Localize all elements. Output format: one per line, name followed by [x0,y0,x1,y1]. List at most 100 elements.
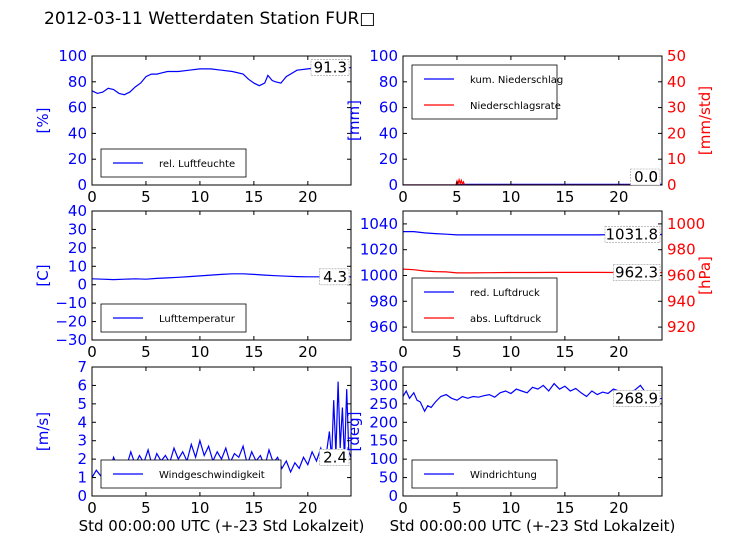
y2-tick-label-pressure-960: 960 [667,267,696,285]
y-tick-label-temperature-30: 30 [68,220,87,238]
subplot-temperature [91,210,352,341]
y-tick-label-wind_direction-300: 300 [369,376,398,394]
y-tick-label-temperature-20: 20 [68,239,87,257]
value-label-precipitation: 0.0 [634,168,658,186]
legend-box-pressure [411,277,558,333]
axes-frame-wind_speed [91,366,352,497]
x-tick-label-humidity-0: 0 [87,188,97,206]
y2-tick-label-pressure-920: 920 [667,318,696,336]
y-tick-label-wind_direction-200: 200 [369,413,398,431]
value-label-pressure: 1031.8 [606,225,659,243]
y-tick-label-temperature--30: −30 [55,331,87,349]
y-tick-label-precipitation-40: 40 [379,124,398,142]
x-tick-label-wind_direction-10: 10 [501,499,520,517]
ylabel-precipitation: [mm] [345,100,363,141]
y2label-pressure: [hPa] [696,256,714,295]
x-tick-label-temperature-15: 15 [244,343,263,361]
value-label-precipitation-box [630,168,661,186]
y2-tick-label-precipitation-20: 20 [667,124,686,142]
x-tick-label-humidity-15: 15 [244,188,263,206]
value-label-wind_direction: 268.9 [615,389,658,407]
x-tick-label-pressure-5: 5 [452,343,462,361]
y-tick-label-humidity-0: 0 [77,176,87,194]
y2-tick-label-precipitation-30: 30 [667,99,686,117]
y-tick-label-pressure-960: 960 [369,318,398,336]
x-tick-label-wind_speed-20: 20 [298,499,317,517]
x-tick-label-wind_direction-5: 5 [452,499,462,517]
value-label-2-pressure-box [613,264,661,281]
subplot-wind_direction [402,366,663,497]
axes-frame-wind_direction [402,366,663,497]
y-tick-label-wind_direction-50: 50 [379,469,398,487]
value-label-wind_direction-box [613,390,661,407]
subplot-wind_speed [91,366,352,497]
value-label-pressure-box [604,226,661,243]
legend-box-precipitation [411,64,558,120]
subplot-humidity [91,55,352,186]
y-tick-label-wind_speed-5: 5 [77,395,87,413]
x-tick-label-wind_speed-0: 0 [87,499,97,517]
x-tick-label-pressure-0: 0 [398,343,408,361]
x-tick-label-humidity-5: 5 [141,188,151,206]
y-tick-label-humidity-60: 60 [68,99,87,117]
axes-frame-humidity [91,55,352,186]
y-tick-label-wind_speed-2: 2 [77,450,87,468]
y-tick-label-precipitation-60: 60 [379,99,398,117]
value-label-temperature: 4.3 [323,268,347,286]
xlabel-wind_direction: Std 00:00:00 UTC (+-23 Std Lokalzeit) [390,517,676,535]
value-label-humidity: 91.3 [314,59,347,77]
y-tick-label-pressure-1020: 1020 [360,241,398,259]
y-tick-label-wind_speed-6: 6 [77,376,87,394]
x-tick-label-wind_speed-15: 15 [244,499,263,517]
figure-title: 2012-03-11 Wetterdaten Station FUR□ [44,9,376,29]
y-tick-label-wind_speed-1: 1 [77,469,87,487]
x-tick-label-precipitation-10: 10 [501,188,520,206]
axes-frame-temperature [91,210,352,341]
y-tick-label-temperature--10: −10 [55,294,87,312]
y2-tick-label-pressure-1000: 1000 [667,215,705,233]
series-line-pressure-1 [403,268,662,274]
subplot-pressure [402,210,663,341]
y2label-precipitation: [mm/std] [696,86,714,155]
legend-label-temperature-0: Lufttemperatur [159,314,236,325]
y-tick-label-temperature-0: 0 [77,276,87,294]
y2-tick-label-pressure-940: 940 [667,292,696,310]
legend-label-wind_speed-0: Windgeschwindigkeit [159,470,265,481]
xlabel-wind_speed: Std 00:00:00 UTC (+-23 Std Lokalzeit) [79,517,365,535]
y2-tick-label-precipitation-10: 10 [667,150,686,168]
y-tick-label-temperature-40: 40 [68,202,87,220]
y-tick-label-precipitation-20: 20 [379,150,398,168]
y-tick-label-wind_direction-350: 350 [369,358,398,376]
x-tick-label-temperature-20: 20 [298,343,317,361]
y-tick-label-precipitation-0: 0 [388,176,398,194]
y-tick-label-humidity-40: 40 [68,124,87,142]
ylabel-humidity: [%] [34,108,52,134]
value-label-humidity-box [310,59,350,76]
x-tick-label-wind_direction-15: 15 [555,499,574,517]
y2-tick-label-precipitation-0: 0 [667,176,677,194]
x-tick-label-humidity-20: 20 [298,188,317,206]
x-tick-label-wind_speed-5: 5 [141,499,151,517]
legend-label-precipitation-1: Niederschlagsrate [470,101,561,112]
subplot-precipitation [402,55,663,186]
x-tick-label-wind_direction-20: 20 [609,499,628,517]
legend-label-wind_direction-0: Windrichtung [470,470,537,481]
legend-label-humidity-0: rel. Luftfeuchte [159,159,235,170]
y-tick-label-pressure-1000: 1000 [360,267,398,285]
y-tick-label-wind_speed-7: 7 [77,358,87,376]
y-tick-label-wind_direction-100: 100 [369,450,398,468]
x-tick-label-temperature-10: 10 [190,343,209,361]
y2-tick-label-precipitation-40: 40 [667,73,686,91]
series-line-humidity-0 [92,66,351,96]
x-tick-label-precipitation-5: 5 [452,188,462,206]
ylabel-temperature: [C] [34,264,52,286]
y-tick-label-pressure-1040: 1040 [360,215,398,233]
x-tick-label-precipitation-0: 0 [398,188,408,206]
ylabel-wind_direction: [deg] [345,412,363,452]
x-tick-label-temperature-0: 0 [87,343,97,361]
value-label-wind_speed: 2.4 [323,448,347,466]
legend-label-pressure-0: red. Luftdruck [470,288,540,299]
y-tick-label-humidity-100: 100 [58,47,87,65]
x-tick-label-pressure-15: 15 [555,343,574,361]
